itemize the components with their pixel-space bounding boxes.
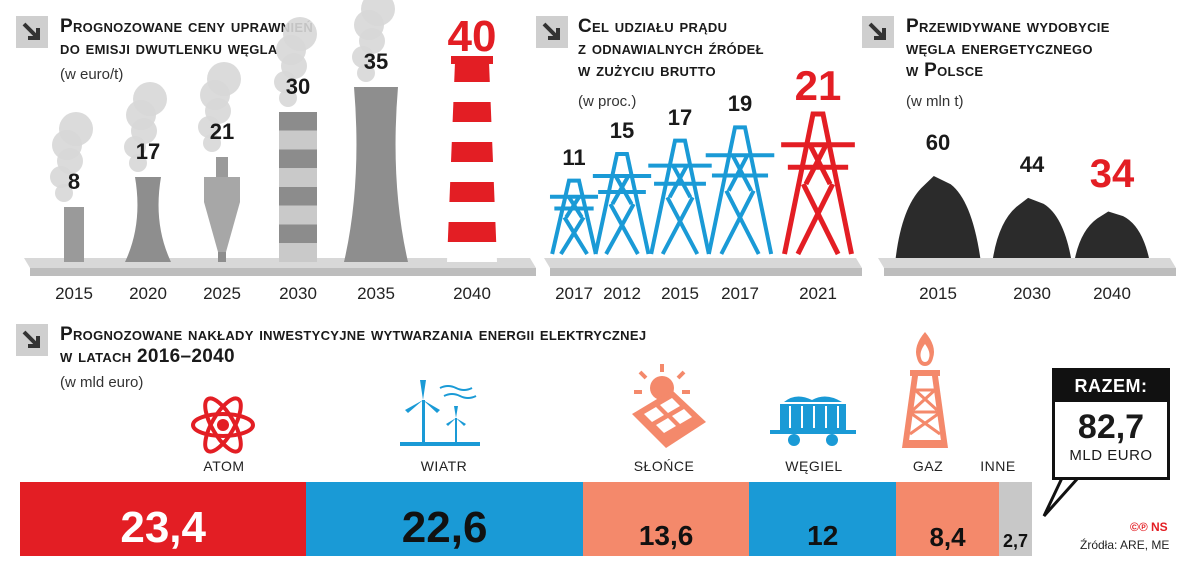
bar-segment: 2,7 — [998, 482, 1032, 556]
panel4-unit: (w mld euro) — [60, 374, 144, 391]
category-label-slonce: SŁOŃCE — [633, 458, 695, 474]
chimney-bar — [198, 62, 241, 262]
bar-segment: 13,6 — [582, 482, 750, 556]
value-label: 17 — [135, 139, 161, 164]
gas-rig-icon — [902, 332, 948, 448]
value-label: 19 — [727, 91, 753, 117]
value-label: 8 — [67, 169, 81, 194]
stacked-bar: 23,4 22,6 13,6 12 8,4 2,7 — [20, 482, 1032, 556]
tick-label: 2017 — [555, 284, 593, 303]
total-label: RAZEM: — [1055, 371, 1167, 402]
pylon-bar — [781, 111, 855, 256]
bar-segment: 8,4 — [896, 482, 999, 556]
tick-label: 2040 — [1093, 284, 1131, 303]
bar-segment: 23,4 — [20, 482, 307, 556]
value-label: 34 — [1089, 151, 1135, 196]
pylon-bar — [705, 125, 775, 255]
panel3-title: Przewidywane wydobycie węgla energetyczne… — [906, 16, 1110, 81]
category-label-gaz: GAZ — [912, 458, 944, 474]
copyright-mark: ©℗ NS — [1130, 520, 1168, 534]
total-value: 82,7 — [1077, 408, 1145, 446]
wind-turbine-icon — [400, 380, 480, 446]
tick-label: 2017 — [721, 284, 759, 303]
category-label-atom: ATOM — [203, 458, 245, 474]
value-label: 22,6 — [401, 503, 488, 552]
chart2-marks — [549, 111, 855, 256]
value-label: 21 — [794, 62, 842, 109]
panel2-title: Cel udziału prądu z odnawialnych źródeł w … — [578, 16, 764, 81]
value-label: 60 — [925, 130, 951, 155]
coal-heap-bar — [1075, 211, 1149, 258]
panel4-title: Prognozowane nakłady inwestycyjne wytwar… — [60, 324, 647, 367]
value-label: 23,4 — [120, 503, 206, 552]
total-unit: MLD EURO — [1069, 447, 1153, 464]
bar-segment: 22,6 — [306, 482, 583, 556]
tick-label: 2035 — [357, 284, 395, 303]
value-label: 21 — [209, 119, 235, 144]
panel1-title: Prognozowane ceny uprawnień do emisji dwu… — [60, 16, 314, 59]
arrow-icon — [16, 324, 48, 356]
value-label: 2,7 — [1002, 531, 1028, 551]
tick-label: 2025 — [203, 284, 241, 303]
value-label: 11 — [562, 144, 586, 170]
source-note: Źródła: ARE, ME — [1080, 538, 1170, 552]
chimney-bar — [274, 17, 317, 262]
coal-heap-bar — [992, 197, 1072, 258]
arrow-icon — [536, 16, 568, 48]
panel2-unit: (w proc.) — [578, 93, 637, 110]
panel1-unit: (w euro/t) — [60, 66, 124, 83]
value-label: 30 — [285, 74, 311, 99]
tick-label: 2040 — [453, 284, 491, 303]
tick-label: 2015 — [55, 284, 93, 303]
chimney-bar — [124, 82, 171, 262]
panel3-unit: (w mln t) — [906, 93, 964, 110]
value-label: 17 — [667, 104, 693, 130]
chart3-marks — [895, 176, 1149, 258]
chimney-bar — [447, 56, 497, 262]
tick-label: 2015 — [919, 284, 957, 303]
chimney-bar — [344, 0, 408, 262]
bar-segment: 12 — [749, 482, 897, 556]
tick-label: 2030 — [279, 284, 317, 303]
ground-platforms — [24, 258, 1176, 276]
value-label: 8,4 — [929, 522, 966, 552]
total-box: RAZEM: 82,7 MLD EURO — [1052, 368, 1170, 480]
atom-icon — [191, 396, 255, 454]
tick-label: 2030 — [1013, 284, 1051, 303]
category-label-inne: INNE — [980, 458, 1016, 474]
value-label: 12 — [807, 520, 839, 551]
tick-label: 2012 — [603, 284, 641, 303]
coal-heap-bar — [895, 176, 981, 258]
tick-label: 2021 — [799, 284, 837, 303]
value-label: 13,6 — [638, 520, 694, 551]
pylon-bar — [549, 178, 599, 256]
value-label: 40 — [447, 12, 497, 61]
chart1-marks — [50, 0, 497, 262]
value-label: 44 — [1019, 151, 1045, 177]
pylon-bar — [648, 138, 712, 255]
arrow-icon — [16, 16, 48, 48]
arrow-icon — [862, 16, 894, 48]
value-label: 35 — [363, 49, 389, 74]
chimney-bar — [50, 112, 93, 262]
tick-label: 2015 — [661, 284, 699, 303]
pylon-bar — [592, 152, 652, 255]
solar-panel-icon — [632, 364, 706, 448]
category-label-wiatr: WIATR — [420, 458, 468, 474]
tick-label: 2020 — [129, 284, 167, 303]
value-label: 15 — [609, 118, 635, 143]
category-label-wegiel: WĘGIEL — [785, 458, 843, 474]
coal-wagon-icon — [770, 396, 856, 446]
